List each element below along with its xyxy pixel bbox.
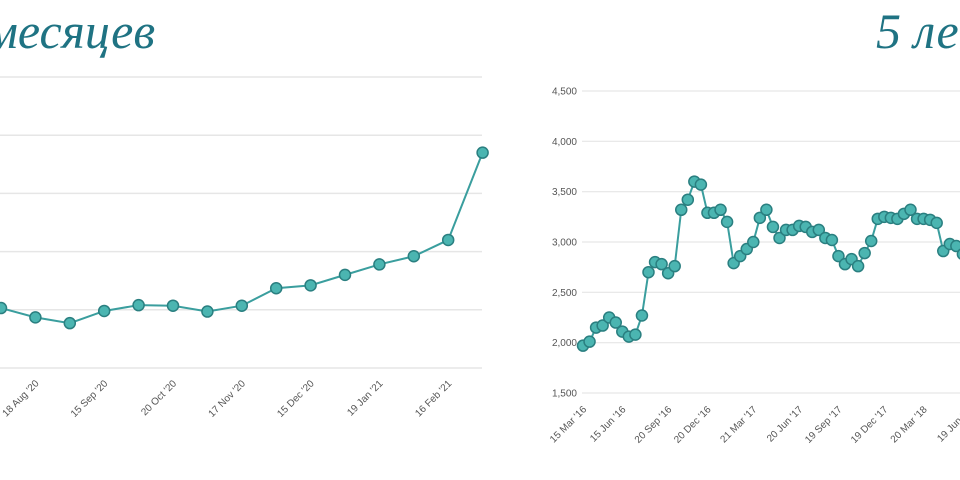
left-data-point [476, 146, 489, 159]
left-data-point [441, 233, 455, 247]
right-y-tick-label: 3,000 [552, 238, 577, 249]
left-data-point [97, 304, 111, 318]
right-data-point [858, 246, 871, 260]
right-data-point [766, 220, 780, 234]
right-data-point [773, 231, 786, 245]
right-data-point [720, 215, 734, 229]
left-data-point [0, 301, 8, 315]
left-data-point [201, 305, 214, 318]
right-data-point [930, 216, 943, 230]
left-data-point [407, 250, 421, 263]
right-data-point [825, 233, 839, 247]
right-data-point [760, 203, 773, 217]
right-data-point [864, 234, 878, 248]
right-data-point [753, 211, 767, 225]
right-data-point [668, 259, 681, 273]
left-data-point [373, 258, 386, 271]
right-data-point [655, 257, 668, 271]
right-x-tick-label: 21 Mar '17 [718, 404, 759, 445]
right-x-tick-label: 19 Sep '17 [803, 404, 845, 446]
right-x-tick-label: 20 Mar '18 [889, 404, 930, 445]
right-y-tick-label: 4,500 [552, 87, 577, 98]
right-x-tick-label: 15 Jun '16 [588, 404, 628, 444]
right-data-point [596, 319, 609, 332]
right-y-tick-label: 1,500 [552, 389, 577, 400]
right-y-tick-label: 4,000 [552, 137, 577, 148]
left-data-point [132, 298, 145, 312]
right-data-point [609, 316, 622, 329]
right-x-tick-label: 19 Jun '18 [935, 404, 960, 444]
headline-left: месяцев [0, 3, 156, 59]
right-data-point [675, 203, 688, 217]
right-data-point [956, 248, 960, 260]
left-data-point [235, 299, 249, 312]
left-data-point [63, 316, 77, 330]
left-data-point [29, 311, 42, 324]
right-data-point [583, 335, 596, 348]
right-data-point [642, 265, 655, 279]
right-data-point [629, 328, 642, 341]
left-data-point [166, 299, 180, 312]
right-data-point [950, 239, 960, 253]
right-data-point [832, 249, 845, 263]
headline-right: 5 лет [876, 3, 960, 59]
right-data-point [851, 259, 865, 273]
left-data-point [269, 282, 283, 295]
right-data-point [747, 235, 760, 249]
right-x-tick-label: 20 Jun '17 [765, 404, 805, 444]
left-data-point [338, 268, 352, 282]
right-y-tick-label: 3,500 [552, 187, 577, 198]
right-x-tick-label: 19 Dec '17 [849, 404, 891, 446]
right-y-tick-label: 2,500 [552, 288, 577, 299]
right-x-tick-label: 20 Sep '16 [633, 404, 675, 446]
right-x-tick-label: 15 Mar '16 [548, 404, 589, 445]
right-data-point [681, 193, 695, 206]
left-data-point [304, 279, 317, 292]
right-x-tick-label: 20 Dec '16 [672, 404, 714, 446]
right-data-point [635, 309, 649, 322]
right-data-point [694, 178, 708, 191]
right-data-point [904, 203, 917, 217]
right-data-point [714, 203, 727, 217]
right-y-tick-label: 2,000 [552, 338, 577, 349]
right-data-point [812, 223, 826, 237]
